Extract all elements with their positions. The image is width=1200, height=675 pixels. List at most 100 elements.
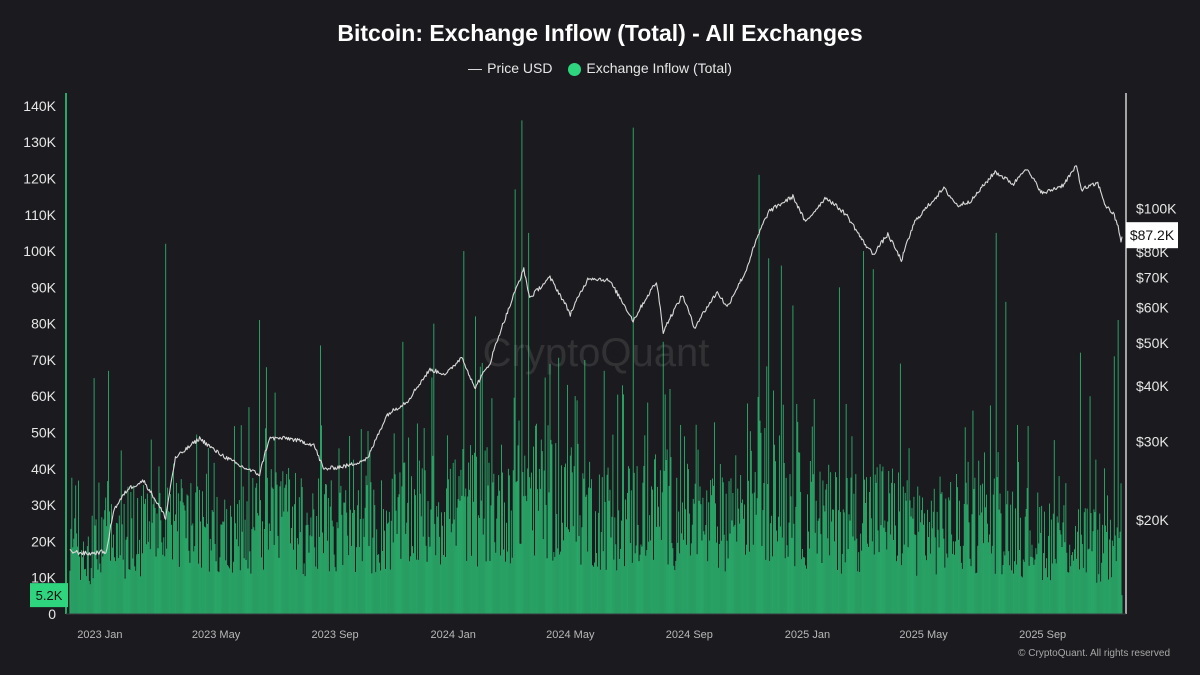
inflow-bar <box>93 378 95 614</box>
inflow-bar <box>650 540 652 614</box>
inflow-bar <box>489 560 491 614</box>
inflow-bar <box>514 189 516 615</box>
inflow-bar <box>498 475 500 614</box>
inflow-bar <box>787 556 789 614</box>
inflow-bar <box>1116 527 1118 614</box>
inflow-bar <box>600 531 602 614</box>
inflow-bar <box>780 265 782 614</box>
inflow-bar <box>766 366 768 614</box>
inflow-bar <box>577 443 579 614</box>
inflow-bar <box>282 471 284 614</box>
inflow-bar <box>1014 561 1015 614</box>
inflow-bar <box>791 537 793 614</box>
chart-title: Bitcoin: Exchange Inflow (Total) - All E… <box>337 20 863 46</box>
inflow-bar <box>977 545 979 614</box>
inflow-bar <box>493 473 495 614</box>
inflow-bar <box>294 504 295 614</box>
inflow-bar <box>326 540 328 614</box>
inflow-bar <box>144 498 146 614</box>
inflow-bar <box>1066 552 1068 614</box>
inflow-bar <box>539 488 541 614</box>
legend-item-price[interactable]: Price USD <box>468 60 552 76</box>
inflow-bar <box>756 498 758 614</box>
inflow-bar <box>546 558 548 614</box>
inflow-bar <box>596 553 597 614</box>
inflow-bar <box>256 483 258 614</box>
inflow-bar <box>204 526 205 614</box>
inflow-bar <box>784 558 786 614</box>
inflow-bar <box>881 471 883 614</box>
inflow-bar <box>355 547 357 614</box>
inflow-bar <box>271 487 273 614</box>
inflow-bar <box>646 550 648 614</box>
inflow-bar <box>748 551 750 614</box>
inflow-bar <box>659 470 661 614</box>
inflow-bar <box>723 534 725 614</box>
inflow-bar <box>219 557 221 614</box>
inflow-bar <box>531 472 532 614</box>
inflow-bar <box>846 478 848 614</box>
inflow-bar <box>636 466 638 614</box>
inflow-bar <box>161 542 163 614</box>
inflow-bar <box>796 403 798 614</box>
inflow-bar <box>798 452 800 614</box>
inflow-bar <box>1070 566 1072 614</box>
inflow-bar <box>974 477 976 614</box>
inflow-bar <box>351 545 352 614</box>
inflow-bar <box>857 571 859 614</box>
inflow-bar <box>722 482 724 614</box>
inflow-bar <box>567 529 569 614</box>
inflow-bar <box>999 493 1001 614</box>
inflow-dot-swatch <box>568 63 582 77</box>
inflow-bar <box>655 454 656 614</box>
inflow-bar <box>913 496 915 614</box>
inflow-bar <box>293 549 294 614</box>
inflow-bar <box>149 549 151 614</box>
inflow-bar <box>1010 504 1012 614</box>
inflow-bar <box>92 578 94 614</box>
inflow-bar <box>575 541 577 614</box>
inflow-bar <box>86 546 88 614</box>
inflow-bar <box>624 566 625 614</box>
inflow-bar <box>356 505 358 614</box>
inflow-bar <box>267 549 269 614</box>
inflow-bar <box>462 448 464 614</box>
inflow-last-value-label: 5.2K <box>36 588 63 603</box>
inflow-bar <box>177 493 179 614</box>
inflow-bar <box>830 472 832 614</box>
legend-item-inflow[interactable]: Exchange Inflow (Total) <box>568 60 732 76</box>
inflow-bar <box>1114 535 1116 614</box>
inflow-bar <box>358 547 360 614</box>
inflow-bar <box>728 481 730 614</box>
inflow-bar <box>792 305 794 614</box>
inflow-bar <box>143 485 144 614</box>
inflow-bar <box>1027 425 1029 614</box>
inflow-bar <box>853 493 855 614</box>
inflow-bar <box>190 483 192 614</box>
inflow-bar <box>858 552 860 614</box>
inflow-bar <box>560 551 562 614</box>
inflow-bar <box>715 503 716 614</box>
inflow-bar <box>855 474 857 614</box>
inflow-bar <box>1049 580 1051 614</box>
inflow-bar <box>832 509 834 614</box>
inflow-bar <box>261 557 262 614</box>
x-tick-label: 2023 Jan <box>77 629 122 641</box>
inflow-bar <box>160 520 162 614</box>
inflow-bar <box>250 573 252 614</box>
inflow-bar <box>785 477 787 614</box>
inflow-bar <box>559 554 561 614</box>
inflow-bar <box>456 507 458 614</box>
inflow-bar <box>106 526 108 614</box>
inflow-bar <box>743 518 744 614</box>
inflow-bar <box>162 554 164 614</box>
inflow-bar <box>1071 555 1073 614</box>
inflow-bar <box>99 563 101 614</box>
inflow-bar <box>721 477 723 614</box>
inflow-bar <box>321 425 322 614</box>
inflow-bar <box>287 511 289 614</box>
inflow-bar <box>948 497 950 614</box>
inflow-bar <box>176 531 178 614</box>
inflow-bar <box>946 553 948 614</box>
inflow-bar <box>738 508 740 614</box>
